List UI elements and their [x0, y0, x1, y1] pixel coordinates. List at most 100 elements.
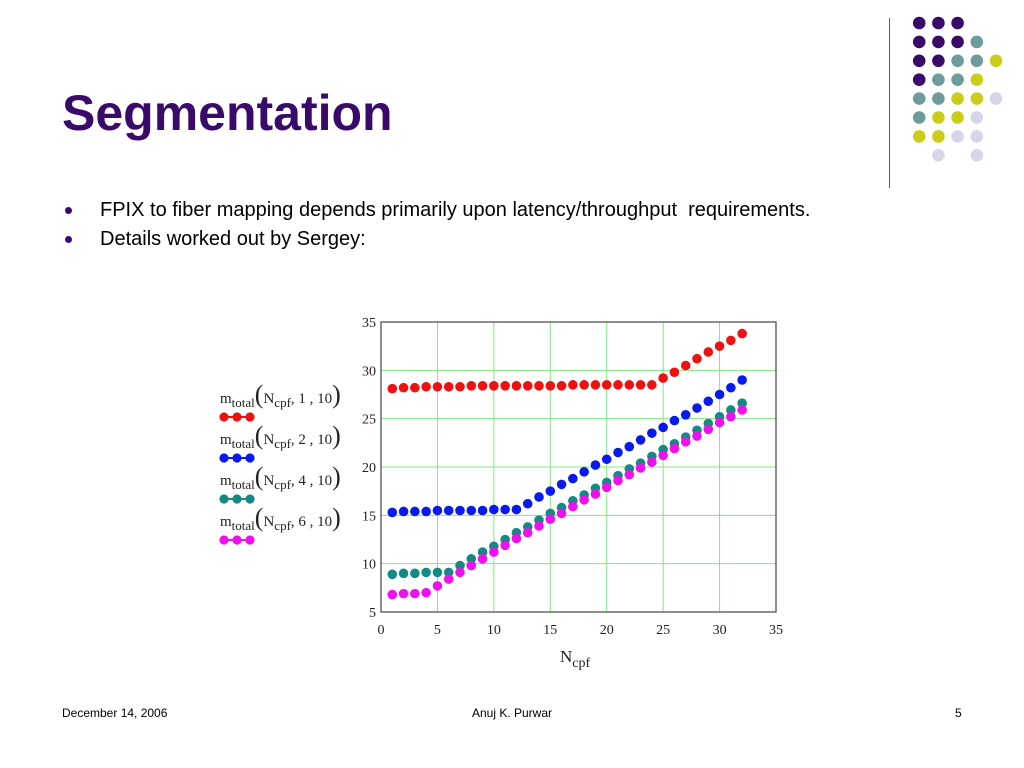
data-point: [624, 380, 635, 390]
y-tick-label: 15: [362, 509, 376, 524]
x-tick-label: 35: [769, 623, 783, 638]
data-point: [511, 533, 522, 544]
data-point: [601, 482, 612, 493]
decorative-dot: [912, 130, 926, 143]
data-point: [398, 506, 409, 517]
decorative-dot: [951, 54, 964, 68]
data-point: [500, 504, 510, 515]
data-point: [579, 467, 589, 477]
data-point: [466, 560, 477, 571]
decorative-dot: [932, 92, 945, 105]
x-tick-label: 5: [434, 623, 441, 638]
data-point: [500, 540, 510, 551]
data-point: [443, 567, 454, 578]
data-point: [466, 554, 477, 564]
bullet-item: Details worked out by Sergey:: [62, 225, 810, 254]
decorative-dot: [970, 130, 984, 143]
data-point: [455, 560, 465, 571]
data-point: [432, 567, 443, 578]
data-point: [568, 380, 578, 390]
legend-marker: [232, 412, 242, 422]
data-point: [647, 457, 657, 467]
decorative-dot: [989, 54, 1003, 68]
data-point: [726, 382, 736, 393]
decorative-dot: [970, 111, 984, 124]
bullet-text: FPIX to fiber mapping depends primarily …: [100, 199, 811, 221]
decorative-dot: [932, 130, 945, 143]
data-point: [432, 381, 443, 392]
decorative-dot: [951, 73, 964, 86]
data-point: [714, 389, 725, 400]
x-tick-label: 15: [543, 623, 557, 638]
legend-label: mtotal(Ncpf, 4 , 10): [220, 462, 341, 492]
data-point: [568, 501, 578, 512]
data-point: [624, 469, 635, 480]
data-point: [477, 505, 488, 516]
data-point: [534, 521, 544, 531]
data-point: [466, 505, 477, 516]
data-point: [635, 435, 646, 445]
data-point: [477, 554, 488, 564]
decorative-dot: [951, 16, 964, 30]
bullet-list: FPIX to fiber mapping depends primarily …: [62, 196, 810, 254]
data-point: [410, 382, 420, 393]
data-point: [680, 360, 691, 371]
x-tick-label: 0: [378, 623, 385, 638]
data-point: [387, 569, 398, 580]
data-point: [647, 428, 657, 438]
legend-marker: [219, 412, 229, 422]
decorative-dot: [912, 92, 926, 105]
data-point: [534, 492, 544, 502]
data-point: [669, 367, 680, 378]
data-point: [489, 381, 499, 391]
data-point: [737, 405, 747, 415]
footer-date: December 14, 2006: [62, 706, 168, 720]
legend-entry: mtotal(Ncpf, 2 , 10): [219, 421, 341, 463]
y-tick-label: 5: [369, 606, 376, 621]
data-point: [726, 405, 736, 415]
decorative-dot: [932, 35, 945, 49]
decorative-dot: [970, 92, 984, 105]
bullet-item: FPIX to fiber mapping depends primarily …: [62, 196, 810, 225]
legend-entry: mtotal(Ncpf, 1 , 10): [219, 380, 341, 422]
y-tick-label: 25: [362, 413, 376, 428]
legend-marker: [232, 453, 242, 463]
data-point: [387, 507, 398, 518]
data-point: [737, 398, 747, 409]
decorative-dot: [951, 92, 964, 105]
data-point: [443, 381, 454, 392]
data-point: [692, 431, 702, 441]
decorative-dot: [951, 111, 964, 124]
decorative-dot: [951, 35, 964, 49]
data-point: [658, 450, 668, 461]
data-point: [590, 489, 601, 499]
data-point: [714, 341, 725, 351]
decorative-dot: [970, 35, 984, 49]
data-point: [398, 568, 409, 579]
decorative-dot: [932, 54, 945, 68]
data-point: [601, 454, 612, 465]
x-tick-label: 10: [487, 623, 501, 638]
decorative-dot: [912, 54, 926, 68]
decorative-dot: [912, 73, 926, 86]
data-point: [522, 498, 533, 509]
data-point: [714, 417, 725, 428]
legend-marker: [232, 535, 242, 545]
y-tick-label: 35: [362, 316, 376, 331]
divider-line: [889, 18, 890, 188]
data-point: [398, 382, 409, 393]
legend-label: mtotal(Ncpf, 6 , 10): [220, 503, 341, 533]
decorative-dot: [970, 149, 984, 162]
data-point: [726, 335, 736, 346]
x-tick-label: 25: [656, 623, 670, 638]
data-point: [410, 588, 420, 599]
data-point: [421, 381, 431, 392]
plot-frame: [380, 321, 777, 613]
data-point: [545, 486, 556, 496]
data-point: [443, 574, 454, 584]
decorative-dot: [912, 111, 926, 124]
slide-title: Segmentation: [62, 85, 393, 141]
data-point: [489, 504, 499, 515]
legend-marker: [219, 453, 229, 463]
data-point: [455, 381, 465, 392]
